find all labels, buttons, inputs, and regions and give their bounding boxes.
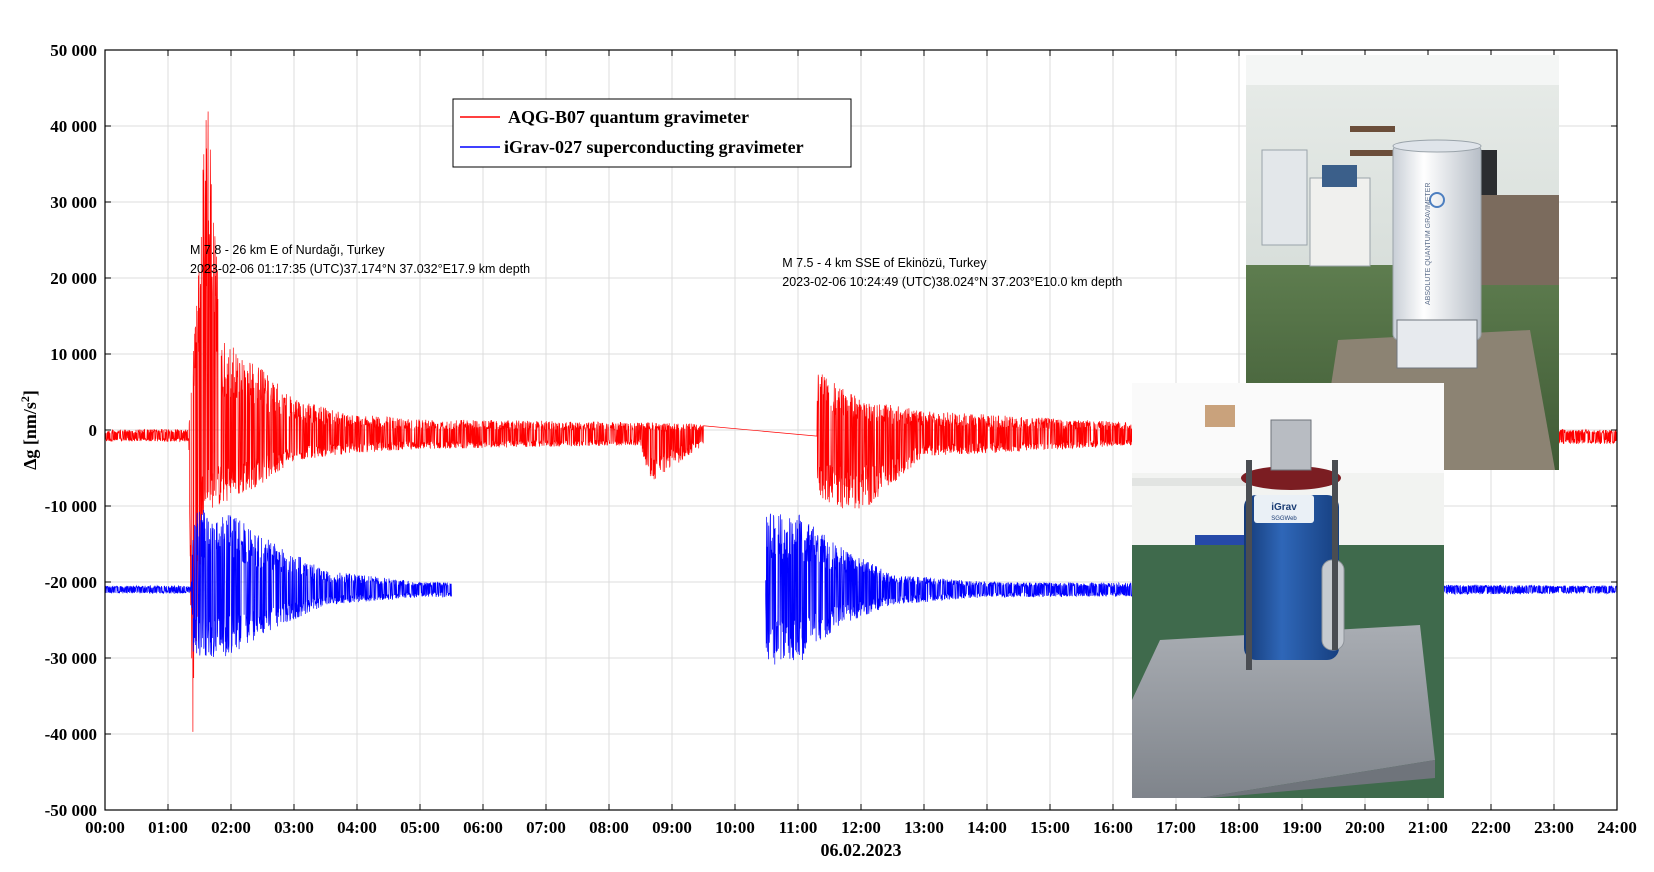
x-tick-label: 16:00 xyxy=(1093,818,1133,837)
annotation-line1: M 7.5 - 4 km SSE of Ekinözü, Turkey xyxy=(782,256,987,270)
igrav-photo-label: iGrav xyxy=(1271,502,1297,513)
x-axis-title: 06.02.2023 xyxy=(821,840,902,860)
x-tick-label: 07:00 xyxy=(526,818,566,837)
x-tick-label: 15:00 xyxy=(1030,818,1070,837)
x-tick-label: 23:00 xyxy=(1534,818,1574,837)
legend-label-aqg: AQG-B07 quantum gravimeter xyxy=(508,107,749,127)
x-tick-label: 19:00 xyxy=(1282,818,1322,837)
annotations: M 7.8 - 26 km E of Nurdağı, Turkey 2023-0… xyxy=(190,243,1122,289)
annotation-line2: 2023-02-06 10:24:49 (UTC)38.024°N 37.203… xyxy=(782,275,1122,289)
x-tick-label: 22:00 xyxy=(1471,818,1511,837)
x-tick-label: 17:00 xyxy=(1156,818,1196,837)
x-tick-label: 24:00 xyxy=(1597,818,1637,837)
legend-box xyxy=(452,98,852,168)
x-tick-label: 05:00 xyxy=(400,818,440,837)
x-tick-label: 10:00 xyxy=(715,818,755,837)
y-axis-ticks: 50 000 40 000 30 000 20 000 10 000 0 -10 000 -2… xyxy=(45,41,1617,820)
x-tick-label: 00:00 xyxy=(85,818,125,837)
annotation-line2: 2023-02-06 01:17:35 (UTC)37.174°N 37.032… xyxy=(190,262,530,276)
legend: AQG-B07 quantum gravimeter iGrav-027 sup… xyxy=(452,98,852,168)
x-tick-label: 09:00 xyxy=(652,818,692,837)
aqg-photo-label: ABSOLUTE QUANTUM GRAVIMETER xyxy=(1425,183,1432,305)
x-tick-label: 08:00 xyxy=(589,818,629,837)
x-tick-label: 11:00 xyxy=(779,818,818,837)
y-tick-label: 10 000 xyxy=(50,345,97,364)
x-tick-label: 13:00 xyxy=(904,818,944,837)
igrav-photo: iGrav SGGWeb xyxy=(1132,383,1444,798)
y-axis-title: Δg [nm/s2] xyxy=(18,390,40,470)
x-tick-label: 06:00 xyxy=(463,818,503,837)
y-tick-label: 40 000 xyxy=(50,117,97,136)
x-tick-label: 12:00 xyxy=(841,818,881,837)
y-tick-label: -10 000 xyxy=(45,497,97,516)
y-axis-title-base: Δg [nm/s xyxy=(20,402,40,470)
y-tick-label: -30 000 xyxy=(45,649,97,668)
x-axis-ticks: 00:00 01:00 02:00 03:00 04:00 05:00 06:00 07:00… xyxy=(85,50,1637,837)
x-tick-label: 02:00 xyxy=(211,818,251,837)
legend-label-igrav: iGrav-027 superconducting gravimeter xyxy=(504,137,804,157)
y-tick-label: -20 000 xyxy=(45,573,97,592)
igrav-photo-sublabel: SGGWeb xyxy=(1271,516,1297,522)
y-tick-label: 30 000 xyxy=(50,193,97,212)
x-tick-label: 18:00 xyxy=(1219,818,1259,837)
y-tick-label: 0 xyxy=(89,421,98,440)
annotation-line1: M 7.8 - 26 km E of Nurdağı, Turkey xyxy=(190,243,385,257)
x-tick-label: 14:00 xyxy=(967,818,1007,837)
y-axis-title-sup: 2 xyxy=(18,396,32,402)
x-tick-label: 01:00 xyxy=(148,818,188,837)
y-tick-label: -40 000 xyxy=(45,725,97,744)
y-tick-label: -50 000 xyxy=(45,801,97,820)
x-tick-label: 20:00 xyxy=(1345,818,1385,837)
x-tick-label: 03:00 xyxy=(274,818,314,837)
x-tick-label: 21:00 xyxy=(1408,818,1448,837)
x-tick-label: 04:00 xyxy=(337,818,377,837)
y-axis-title-close: ] xyxy=(20,390,40,396)
y-tick-label: 50 000 xyxy=(50,41,97,60)
y-tick-label: 20 000 xyxy=(50,269,97,288)
